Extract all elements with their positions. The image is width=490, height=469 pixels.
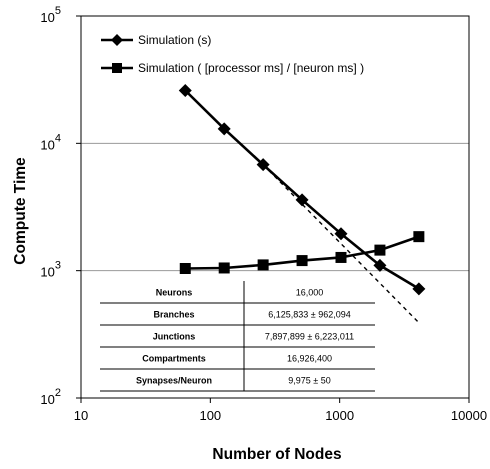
square-point bbox=[374, 244, 386, 256]
square-point bbox=[413, 231, 425, 243]
y-tick-label: 105 bbox=[40, 5, 61, 25]
table-value: 7,897,899 ± 6,223,011 bbox=[265, 332, 354, 342]
diamond-point bbox=[256, 158, 270, 172]
grid-lines bbox=[81, 142, 469, 272]
y-tick-label: 102 bbox=[40, 387, 61, 407]
diamond-point bbox=[373, 258, 387, 272]
stats-table: Neurons 16,000 Branches 6,125,833 ± 962,094… bbox=[100, 281, 375, 392]
y-tick-exponent: 4 bbox=[55, 132, 61, 144]
table-label: Synapses/Neuron bbox=[136, 376, 212, 386]
diamond-point bbox=[334, 227, 348, 241]
table-value: 16,000 bbox=[296, 288, 324, 298]
y-tick-label: 103 bbox=[40, 260, 61, 280]
table-value: 9,975 ± 50 bbox=[288, 376, 330, 386]
y-tick-base: 10 bbox=[40, 392, 54, 407]
x-axis-title: Number of Nodes bbox=[212, 446, 341, 463]
x-tick-label: 10 bbox=[74, 408, 88, 423]
series-layer bbox=[178, 83, 426, 296]
y-tick-base: 10 bbox=[40, 10, 54, 25]
legend-label: Simulation ( [processor ms] / [neuron ms… bbox=[138, 61, 364, 75]
legend: Simulation (s) Simulation ( [processor ms… bbox=[101, 33, 364, 75]
y-tick-label: 104 bbox=[40, 132, 61, 152]
y-tick-exponent: 2 bbox=[55, 387, 61, 399]
legend-square-icon bbox=[112, 63, 122, 73]
y-tick-exponent: 3 bbox=[55, 260, 61, 272]
square-point bbox=[257, 259, 269, 271]
square-point bbox=[335, 251, 347, 263]
diamond-point bbox=[178, 83, 192, 97]
plot-frame bbox=[80, 15, 470, 399]
x-tick-label: 10000 bbox=[451, 408, 487, 423]
reference-line-dashed bbox=[262, 164, 420, 324]
diamond-point bbox=[217, 122, 231, 136]
square-point bbox=[179, 262, 191, 274]
table-label: Junctions bbox=[153, 332, 196, 342]
y-tick-base: 10 bbox=[40, 137, 54, 152]
table-label: Branches bbox=[153, 310, 194, 320]
diamond-point bbox=[412, 282, 426, 296]
table-value: 16,926,400 bbox=[287, 354, 332, 364]
x-tick-label: 100 bbox=[199, 408, 221, 423]
legend-label: Simulation (s) bbox=[138, 33, 211, 47]
y-axis-title: Compute Time bbox=[12, 157, 29, 265]
square-point bbox=[296, 255, 308, 267]
table-label: Neurons bbox=[156, 288, 193, 298]
table-label: Compartments bbox=[142, 354, 206, 364]
y-tick-exponent: 5 bbox=[55, 5, 61, 17]
reference-line bbox=[262, 164, 420, 324]
legend-diamond-icon bbox=[111, 34, 123, 46]
x-tick-label: 1000 bbox=[325, 408, 354, 423]
diamond-point bbox=[295, 193, 309, 207]
square-point bbox=[218, 262, 230, 274]
y-tick-base: 10 bbox=[40, 265, 54, 280]
table-value: 6,125,833 ± 962,094 bbox=[268, 310, 351, 320]
